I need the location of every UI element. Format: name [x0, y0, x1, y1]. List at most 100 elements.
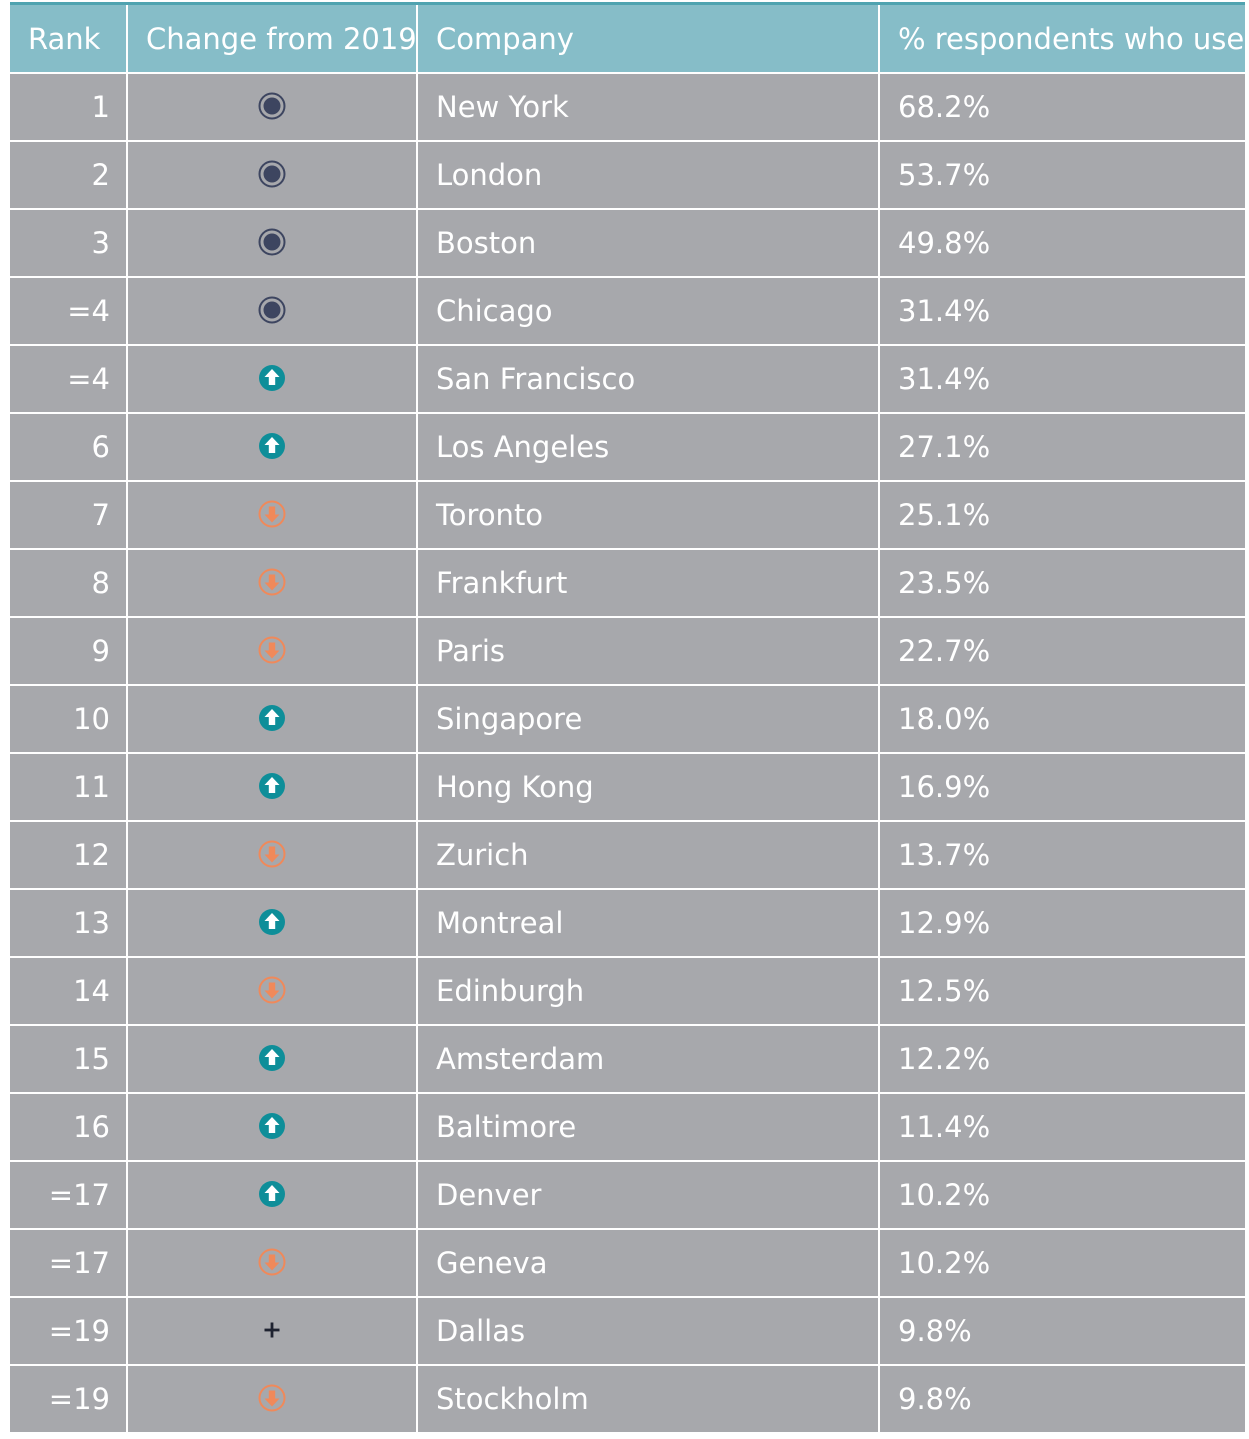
percent-cell: 12.2% — [878, 1025, 1245, 1094]
table-row: 16 Baltimore 11.4% — [10, 1093, 1245, 1162]
company-cell: Edinburgh — [416, 957, 879, 1026]
table-row: 2 London 53.7% — [10, 141, 1245, 210]
percent-cell: 68.2% — [878, 73, 1245, 142]
table-body: 1 New York 68.2% 2 London 53.7% 3 Boston 49.8% =4… — [10, 73, 1245, 1434]
rank-cell: 3 — [10, 209, 127, 278]
plus-icon — [257, 1315, 287, 1345]
company-cell: Stockholm — [416, 1365, 879, 1434]
percent-cell: 25.1% — [878, 481, 1245, 550]
change-cell — [126, 209, 417, 278]
rank-cell: =4 — [10, 345, 127, 414]
rank-cell: 15 — [10, 1025, 127, 1094]
company-cell: Frankfurt — [416, 549, 879, 618]
rank-cell: 12 — [10, 821, 127, 890]
change-cell — [126, 345, 417, 414]
change-cell — [126, 277, 417, 346]
percent-cell: 49.8% — [878, 209, 1245, 278]
company-cell: Paris — [416, 617, 879, 686]
table-row: 10 Singapore 18.0% — [10, 685, 1245, 754]
company-cell: San Francisco — [416, 345, 879, 414]
company-cell: Geneva — [416, 1229, 879, 1298]
column-header-rank: Rank — [10, 2, 127, 74]
column-header-change: Change from 2019 — [126, 2, 417, 74]
change-cell — [126, 413, 417, 482]
percent-cell: 53.7% — [878, 141, 1245, 210]
table-row: 11 Hong Kong 16.9% — [10, 753, 1245, 822]
rank-cell: 2 — [10, 141, 127, 210]
table-row: =17 Geneva 10.2% — [10, 1229, 1245, 1298]
percent-cell: 13.7% — [878, 821, 1245, 890]
change-cell — [126, 1365, 417, 1434]
percent-cell: 16.9% — [878, 753, 1245, 822]
table-row: 15 Amsterdam 12.2% — [10, 1025, 1245, 1094]
rank-cell: =4 — [10, 277, 127, 346]
table-row: 13 Montreal 12.9% — [10, 889, 1245, 958]
company-cell: Denver — [416, 1161, 879, 1230]
percent-cell: 12.5% — [878, 957, 1245, 1026]
percent-cell: 18.0% — [878, 685, 1245, 754]
rank-cell: 9 — [10, 617, 127, 686]
company-cell: Hong Kong — [416, 753, 879, 822]
rank-cell: 1 — [10, 73, 127, 142]
percent-cell: 9.8% — [878, 1365, 1245, 1434]
table-header: Rank Change from 2019 Company % responde… — [10, 2, 1245, 74]
arrow-down-circle-icon — [257, 1383, 287, 1413]
arrow-down-circle-icon — [257, 635, 287, 665]
table-row: 8 Frankfurt 23.5% — [10, 549, 1245, 618]
change-cell — [126, 821, 417, 890]
rank-cell: 16 — [10, 1093, 127, 1162]
company-cell: Toronto — [416, 481, 879, 550]
arrow-down-circle-icon — [257, 1247, 287, 1277]
percent-cell: 31.4% — [878, 345, 1245, 414]
table-row: =17 Denver 10.2% — [10, 1161, 1245, 1230]
percent-cell: 23.5% — [878, 549, 1245, 618]
percent-cell: 9.8% — [878, 1297, 1245, 1366]
percent-cell: 10.2% — [878, 1229, 1245, 1298]
table-row: =19 Dallas 9.8% — [10, 1297, 1245, 1366]
rank-cell: 14 — [10, 957, 127, 1026]
company-cell: Boston — [416, 209, 879, 278]
table-row: 9 Paris 22.7% — [10, 617, 1245, 686]
arrow-up-circle-icon — [257, 1179, 287, 1209]
change-cell — [126, 1297, 417, 1366]
change-cell — [126, 753, 417, 822]
company-cell: Zurich — [416, 821, 879, 890]
rank-cell: 7 — [10, 481, 127, 550]
change-cell — [126, 1161, 417, 1230]
company-cell: Los Angeles — [416, 413, 879, 482]
company-cell: Montreal — [416, 889, 879, 958]
table-row: 1 New York 68.2% — [10, 73, 1245, 142]
change-cell — [126, 1229, 417, 1298]
percent-cell: 27.1% — [878, 413, 1245, 482]
rank-cell: =17 — [10, 1161, 127, 1230]
header-row: Rank Change from 2019 Company % responde… — [10, 2, 1245, 74]
table-row: =19 Stockholm 9.8% — [10, 1365, 1245, 1434]
percent-cell: 22.7% — [878, 617, 1245, 686]
column-header-percent: % respondents who use — [878, 2, 1245, 74]
table-row: 3 Boston 49.8% — [10, 209, 1245, 278]
change-cell — [126, 73, 417, 142]
percent-cell: 10.2% — [878, 1161, 1245, 1230]
company-cell: London — [416, 141, 879, 210]
rank-cell: =17 — [10, 1229, 127, 1298]
arrow-down-circle-icon — [257, 975, 287, 1005]
rank-cell: 8 — [10, 549, 127, 618]
arrow-up-circle-icon — [257, 703, 287, 733]
arrow-down-circle-icon — [257, 499, 287, 529]
change-cell — [126, 141, 417, 210]
rank-cell: =19 — [10, 1365, 127, 1434]
arrow-up-circle-icon — [257, 907, 287, 937]
change-cell — [126, 957, 417, 1026]
table-row: 6 Los Angeles 27.1% — [10, 413, 1245, 482]
no-change-icon — [257, 91, 287, 121]
arrow-up-circle-icon — [257, 771, 287, 801]
company-cell: Amsterdam — [416, 1025, 879, 1094]
no-change-icon — [257, 295, 287, 325]
table-row: 12 Zurich 13.7% — [10, 821, 1245, 890]
city-ranking-table: Rank Change from 2019 Company % responde… — [10, 2, 1245, 1434]
arrow-up-circle-icon — [257, 1111, 287, 1141]
change-cell — [126, 1025, 417, 1094]
arrow-down-circle-icon — [257, 839, 287, 869]
arrow-up-circle-icon — [257, 431, 287, 461]
company-cell: Singapore — [416, 685, 879, 754]
